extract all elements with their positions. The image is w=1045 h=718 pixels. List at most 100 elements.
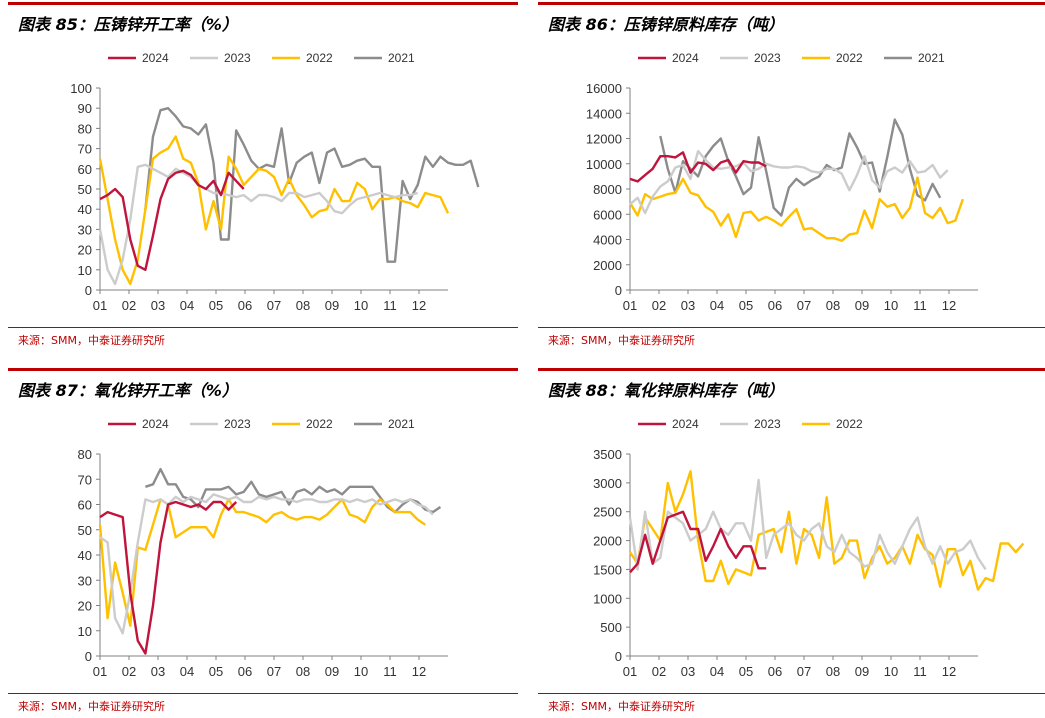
x-tick-label: 07 (267, 298, 281, 313)
source-divider (8, 327, 518, 328)
legend-label: 2023 (224, 417, 251, 431)
panel-title-bar: 图表 85：压铸锌开工率（%） (8, 2, 518, 40)
x-tick-label: 05 (209, 298, 223, 313)
y-tick-label: 0 (615, 649, 622, 664)
x-tick-label: 02 (122, 298, 136, 313)
y-tick-label: 60 (78, 162, 92, 177)
legend-label: 2024 (672, 51, 699, 65)
y-tick-label: 10 (78, 624, 92, 639)
source-divider (8, 693, 518, 694)
x-tick-label: 03 (681, 298, 695, 313)
x-tick-label: 05 (739, 664, 753, 679)
chart-title: 图表 87：氧化锌开工率（%） (18, 381, 238, 400)
y-tick-label: 90 (78, 101, 92, 116)
series-line-2022 (98, 135, 450, 286)
x-tick-label: 11 (383, 664, 397, 679)
y-tick-label: 8000 (593, 182, 622, 197)
legend-label: 2024 (142, 417, 169, 431)
series-line-2024 (629, 510, 767, 574)
chart-zinc-oxide-raw-stock: 2024 2023 2022 0 500 1000 1500 2000 2500 3000 3500… (593, 417, 1025, 679)
legend-label: 2021 (388, 51, 415, 65)
x-tick-label: 09 (855, 664, 869, 679)
x-tick-label: 03 (151, 298, 165, 313)
series-line-2023 (628, 478, 987, 571)
legend-label: 2023 (754, 417, 781, 431)
legend-item-2023: 2023 (720, 51, 781, 65)
x-tick-label: 11 (913, 664, 927, 679)
x-tick-label: 11 (913, 298, 927, 313)
series-line-2021 (144, 107, 480, 263)
x-tick-label: 08 (826, 298, 840, 313)
series-line-2023 (629, 149, 949, 215)
y-tick-label: 12000 (586, 132, 622, 147)
x-tick-label: 07 (797, 664, 811, 679)
legend-item-2024: 2024 (638, 51, 699, 65)
x-tick-label: 05 (739, 298, 753, 313)
y-tick-label: 3500 (593, 447, 622, 462)
y-tick-label: 10000 (586, 157, 622, 172)
x-tick-label: 08 (296, 664, 310, 679)
series-line-2021 (659, 118, 942, 217)
x-tick-label: 01 (93, 298, 107, 313)
chart-zinc-die-casting-raw-stock: 2024 2023 2022 2021 0 2000 4000 6000 8000 10000 12… (586, 51, 978, 313)
x-tick-label: 09 (325, 664, 339, 679)
x-tick-label: 01 (93, 664, 107, 679)
source-divider (538, 327, 1045, 328)
y-tick-label: 30 (78, 222, 92, 237)
legend-item-2024: 2024 (108, 417, 169, 431)
y-tick-label: 30 (78, 573, 92, 588)
legend-item-2021: 2021 (354, 51, 415, 65)
legend-label: 2022 (306, 51, 333, 65)
y-tick-label: 0 (85, 649, 92, 664)
source-divider (538, 693, 1045, 694)
y-tick-label: 50 (78, 182, 92, 197)
x-tick-label: 09 (855, 298, 869, 313)
chart-zinc-die-casting-operating-rate: 2024 2023 2022 2021 0 10 20 30 40 50 60 70 80 90 100 01… (70, 51, 480, 313)
x-tick-label: 02 (652, 298, 666, 313)
x-tick-label: 07 (267, 664, 281, 679)
chart-source: 来源：SMM，中泰证券研究所 (18, 700, 165, 713)
x-tick-label: 10 (884, 298, 898, 313)
chart-panel-86: 图表 86：压铸锌原料库存（吨） 2024 2023 2022 2021 0 2000 40… (538, 2, 1045, 352)
y-tick-label: 100 (70, 81, 92, 96)
legend-item-2023: 2023 (720, 417, 781, 431)
y-tick-label: 20 (78, 599, 92, 614)
y-tick-label: 50 (78, 523, 92, 538)
legend-item-2022: 2022 (802, 417, 863, 431)
x-tick-label: 05 (209, 664, 223, 679)
y-tick-label: 6000 (593, 207, 622, 222)
x-tick-label: 01 (623, 298, 637, 313)
y-tick-label: 2500 (593, 505, 622, 520)
y-tick-label: 1500 (593, 562, 622, 577)
chart-title: 图表 88：氧化锌原料库存（吨） (548, 381, 784, 400)
x-tick-label: 06 (768, 664, 782, 679)
x-tick-label: 06 (238, 664, 252, 679)
legend-item-2024: 2024 (638, 417, 699, 431)
x-tick-label: 06 (238, 298, 252, 313)
legend-label: 2022 (836, 51, 863, 65)
legend-label: 2023 (224, 51, 251, 65)
chart-panel-88: 图表 88：氧化锌原料库存（吨） 2024 2023 2022 0 500 1000 150… (538, 368, 1045, 718)
legend-label: 2021 (918, 51, 945, 65)
x-tick-label: 12 (942, 664, 956, 679)
x-tick-label: 02 (652, 664, 666, 679)
chart-legend: 2024 2023 2022 2021 (108, 417, 415, 431)
legend-item-2023: 2023 (190, 51, 251, 65)
x-tick-label: 12 (412, 664, 426, 679)
y-tick-label: 16000 (586, 81, 622, 96)
legend-item-2023: 2023 (190, 417, 251, 431)
legend-item-2022: 2022 (272, 417, 333, 431)
x-tick-label: 04 (180, 664, 194, 679)
legend-item-2022: 2022 (802, 51, 863, 65)
x-tick-label: 03 (681, 664, 695, 679)
y-tick-label: 80 (78, 121, 92, 136)
x-tick-label: 08 (826, 664, 840, 679)
x-tick-label: 02 (122, 664, 136, 679)
chart-source: 来源：SMM，中泰证券研究所 (548, 334, 695, 347)
panel-title-bar: 图表 88：氧化锌原料库存（吨） (538, 368, 1045, 406)
series-line-2022 (98, 498, 426, 627)
legend-item-2024: 2024 (108, 51, 169, 65)
legend-label: 2024 (672, 417, 699, 431)
x-tick-label: 04 (180, 298, 194, 313)
legend-item-2021: 2021 (354, 417, 415, 431)
